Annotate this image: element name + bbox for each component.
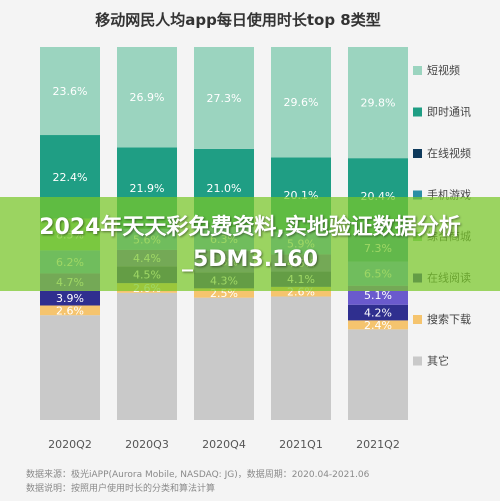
data-label: 21.9%	[130, 182, 165, 195]
x-tick-label: 2020Q4	[202, 438, 246, 451]
legend-label: 在线视频	[427, 146, 471, 160]
data-label: 23.6%	[53, 85, 88, 98]
x-tick-label: 2021Q2	[356, 438, 400, 451]
bar-segment	[348, 329, 408, 420]
data-label: 4.2%	[364, 307, 392, 320]
data-label: 29.8%	[361, 97, 396, 110]
x-tick-label: 2020Q3	[125, 438, 169, 451]
bar-segment	[40, 47, 100, 136]
legend-swatch	[413, 356, 422, 366]
data-label: 27.3%	[207, 92, 242, 105]
x-tick-label: 2020Q2	[48, 438, 92, 451]
bar-segment	[348, 320, 408, 330]
bar-segment	[117, 47, 177, 148]
bar-segment	[194, 47, 254, 149]
bar-segment	[40, 290, 100, 306]
legend-swatch	[413, 66, 422, 75]
legend-swatch	[413, 107, 422, 117]
x-axis-labels: 2020Q2 2020Q3 2020Q4 2021Q1 2021Q2	[48, 438, 400, 451]
data-label: 26.9%	[130, 91, 165, 104]
bar-segment	[348, 47, 408, 159]
bar-segment	[271, 296, 331, 420]
data-label: 29.6%	[284, 96, 319, 109]
footer-note: 数据说明：按照用户使用时长的分类和算法计算	[26, 484, 216, 494]
bar-segment	[271, 47, 331, 158]
data-label: 2.6%	[56, 304, 84, 317]
legend-label: 短视频	[427, 63, 460, 77]
legend-swatch	[413, 190, 422, 200]
legend-label: 即时通讯	[427, 106, 471, 119]
overlay-banner: 2024年天天彩免费资料,实地验证数据分析_5DM3.160	[0, 197, 500, 291]
bar-segment	[194, 288, 254, 298]
data-label: 22.4%	[53, 171, 88, 184]
bar-segment	[271, 286, 331, 297]
legend-label: 其它	[427, 354, 449, 368]
bar-segment	[40, 305, 100, 316]
data-label: 21.0%	[207, 182, 242, 195]
bar-segment	[117, 292, 177, 420]
legend-label: 搜索下载	[427, 312, 471, 326]
legend-swatch	[413, 149, 422, 158]
bar-segment	[40, 315, 100, 420]
footer-source: 数据来源：极光iAPP(Aurora Mobile, NASDAQ: JG)，数…	[26, 470, 370, 480]
bar-segment	[194, 297, 254, 420]
footer-notes: 数据来源：极光iAPP(Aurora Mobile, NASDAQ: JG)，数…	[26, 468, 496, 496]
data-label: 3.9%	[56, 292, 84, 305]
data-label: 5.1%	[364, 289, 392, 302]
bar-segment	[348, 304, 408, 321]
banner-text: 2024年天天彩免费资料,实地验证数据分析_5DM3.160	[39, 215, 461, 272]
chart-title: 移动网民人均app每日使用时长top 8类型	[95, 11, 380, 29]
x-tick-label: 2021Q1	[279, 438, 323, 451]
data-label: 2.4%	[364, 319, 392, 332]
legend-swatch	[413, 315, 422, 324]
